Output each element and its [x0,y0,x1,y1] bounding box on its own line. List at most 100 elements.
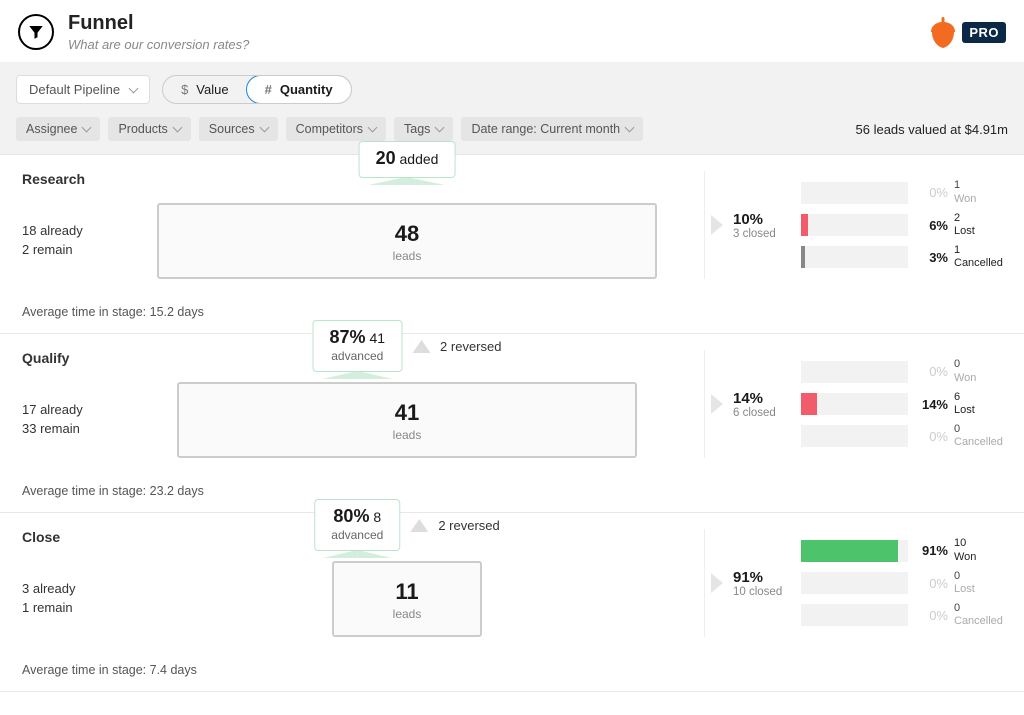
bar-track [801,246,908,268]
bar-meta: 0Won [954,358,1008,384]
acorn-icon [928,15,958,49]
reversed-icon [410,519,428,532]
outcomes-column: 14% 6 closed 0% 0Won 14% 6Lost 0% 0Cance… [704,350,1024,458]
filter-chip[interactable]: Date range: Current month [461,117,643,141]
already-count: 17 already [22,402,110,417]
closed-pct: 91% [733,569,791,586]
bar-pct: 14% [914,397,948,412]
bar-fill [801,246,805,268]
stage-left: Qualify 17 already 33 remain [0,350,110,458]
filter-chip[interactable]: Sources [199,117,278,141]
already-count: 3 already [22,581,110,596]
advance-badge: 80% 8 advanced [314,499,400,551]
bar-pct: 0% [914,576,948,591]
page-title: Funnel [68,12,249,35]
chevron-down-icon [368,123,378,133]
stage-left: Research 18 already 2 remain [0,171,110,279]
leads-box[interactable]: 48 leads [157,203,657,279]
filter-chip[interactable]: Assignee [16,117,100,141]
filter-chip[interactable]: Tags [394,117,453,141]
outcome-row-won: 0% 0Won [801,358,1008,384]
brand-logo: PRO [928,15,1006,49]
stage-name: Close [22,529,110,545]
avg-time: Average time in stage: 7.4 days [0,663,1024,677]
bar-pct: 0% [914,185,948,200]
funnel-column: 20 added 48 leads [110,171,704,279]
bar-pct: 3% [914,250,948,265]
remain-count: 2 remain [22,242,110,257]
arrow-right-icon [711,215,723,235]
page-header: Funnel What are our conversion rates? PR… [0,0,1024,62]
chevron-down-icon [82,123,92,133]
stage-name: Research [22,171,110,187]
outcomes-column: 10% 3 closed 0% 1Won 6% 2Lost 3% 1Cancel… [704,171,1024,279]
arrow-right-icon [711,573,723,593]
bar-pct: 0% [914,429,948,444]
arrow-right-icon [711,394,723,414]
remain-count: 33 remain [22,421,110,436]
reversed-icon [412,340,430,353]
closed-pct: 10% [733,211,791,228]
avg-time: Average time in stage: 15.2 days [0,305,1024,319]
bar-track [801,540,908,562]
leads-box[interactable]: 41 leads [177,382,637,458]
outcome-row-lost: 14% 6Lost [801,391,1008,417]
chevron-down-icon [625,123,635,133]
chevron-down-icon [172,123,182,133]
leads-count: 48 [159,221,655,247]
filter-chip[interactable]: Competitors [286,117,386,141]
bar-pct: 6% [914,218,948,233]
bar-fill [801,393,817,415]
funnel-column: 87% 41 advanced 2 reversed 41 leads [110,350,704,458]
bar-track [801,214,908,236]
leads-count: 11 [334,579,480,605]
reversed-count: 2 reversed [438,518,499,533]
avg-time: Average time in stage: 23.2 days [0,484,1024,498]
closed-pct: 14% [733,390,791,407]
outcome-row-lost: 6% 2Lost [801,212,1008,238]
bar-pct: 0% [914,364,948,379]
pipeline-select[interactable]: Default Pipeline [16,75,150,104]
outcome-row-lost: 0% 0Lost [801,570,1008,596]
advance-badge: 20 added [359,141,456,178]
bar-meta: 2Lost [954,212,1008,238]
outcome-row-won: 0% 1Won [801,179,1008,205]
bar-fill [801,540,898,562]
filter-chip[interactable]: Products [108,117,190,141]
bar-meta: 1Won [954,179,1008,205]
controls-bar: Default Pipeline $ Value # Quantity [0,62,1024,117]
chevron-down-icon [259,123,269,133]
bar-track [801,182,908,204]
funnel-icon [18,14,54,50]
bar-meta: 0Cancelled [954,602,1008,628]
bar-pct: 0% [914,608,948,623]
closed-sub: 3 closed [733,228,791,240]
already-count: 18 already [22,223,110,238]
bar-meta: 0Cancelled [954,423,1008,449]
funnel-stage: Research 18 already 2 remain 20 added [0,155,1024,334]
funnel-column: 80% 8 advanced 2 reversed 11 leads [110,529,704,637]
bar-meta: 6Lost [954,391,1008,417]
leads-label: leads [334,607,480,621]
bar-track [801,393,908,415]
leads-label: leads [159,249,655,263]
bar-track [801,425,908,447]
closed-sub: 10 closed [733,586,791,598]
chevron-down-icon [129,83,139,93]
funnel-stage: Qualify 17 already 33 remain 87% 41 adva… [0,334,1024,513]
funnel-stage: Close 3 already 1 remain 80% 8 advanced … [0,513,1024,692]
leads-count: 41 [179,400,635,426]
bar-meta: 1Cancelled [954,244,1008,270]
leads-summary: 56 leads valued at $4.91m [856,122,1009,137]
outcomes-column: 91% 10 closed 91% 10Won 0% 0Lost 0% 0Can… [704,529,1024,637]
bar-meta: 0Lost [954,570,1008,596]
reversed-count: 2 reversed [440,339,501,354]
remain-count: 1 remain [22,600,110,615]
metric-quantity[interactable]: # Quantity [246,75,352,104]
outcome-row-cancel: 0% 0Cancelled [801,423,1008,449]
bar-fill [801,214,808,236]
metric-value[interactable]: $ Value [163,76,247,103]
bar-track [801,572,908,594]
outcome-row-won: 91% 10Won [801,537,1008,563]
leads-box[interactable]: 11 leads [332,561,482,637]
